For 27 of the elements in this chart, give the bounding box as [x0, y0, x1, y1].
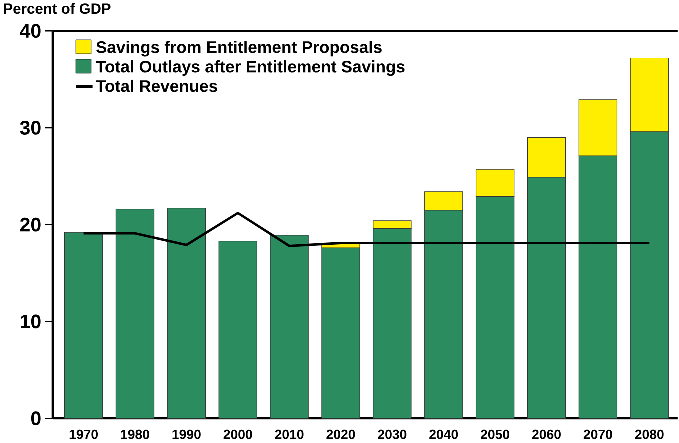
bar: [167, 208, 206, 420]
x-tick-label: 2070: [584, 430, 612, 440]
bar: [218, 241, 258, 420]
y-axis-title: Percent of GDP: [4, 3, 111, 14]
x-tick-label: 2050: [481, 430, 510, 440]
x-tick-label: 2000: [224, 430, 252, 440]
y-tick-label: 20: [20, 218, 41, 232]
x-tick-label: 2010: [275, 430, 304, 440]
bar: [270, 235, 309, 420]
x-tick-label: 1990: [172, 430, 201, 440]
bar: [116, 209, 155, 420]
y-tick-label: 30: [20, 121, 41, 136]
x-tick-label: 1980: [121, 430, 150, 440]
bar: [322, 248, 360, 420]
legend-label: Savings from Entitlement Proposals: [96, 41, 382, 57]
legend-label: Total Outlays after Entitlement Savings: [96, 60, 405, 76]
x-tick-label: 2080: [635, 430, 664, 440]
y-tick-label: 10: [21, 314, 41, 329]
x-tick-label: 1970: [70, 430, 98, 440]
x-tick-label: 2060: [532, 430, 561, 440]
x-tick-label: 2030: [378, 430, 407, 440]
x-tick-label: 2040: [430, 430, 458, 440]
bar: [64, 232, 104, 420]
y-tick-label: 40: [20, 24, 41, 38]
legend-label: Total Revenues: [96, 80, 218, 92]
y-tick-label: 0: [31, 412, 41, 426]
x-tick-label: 2020: [326, 430, 356, 440]
